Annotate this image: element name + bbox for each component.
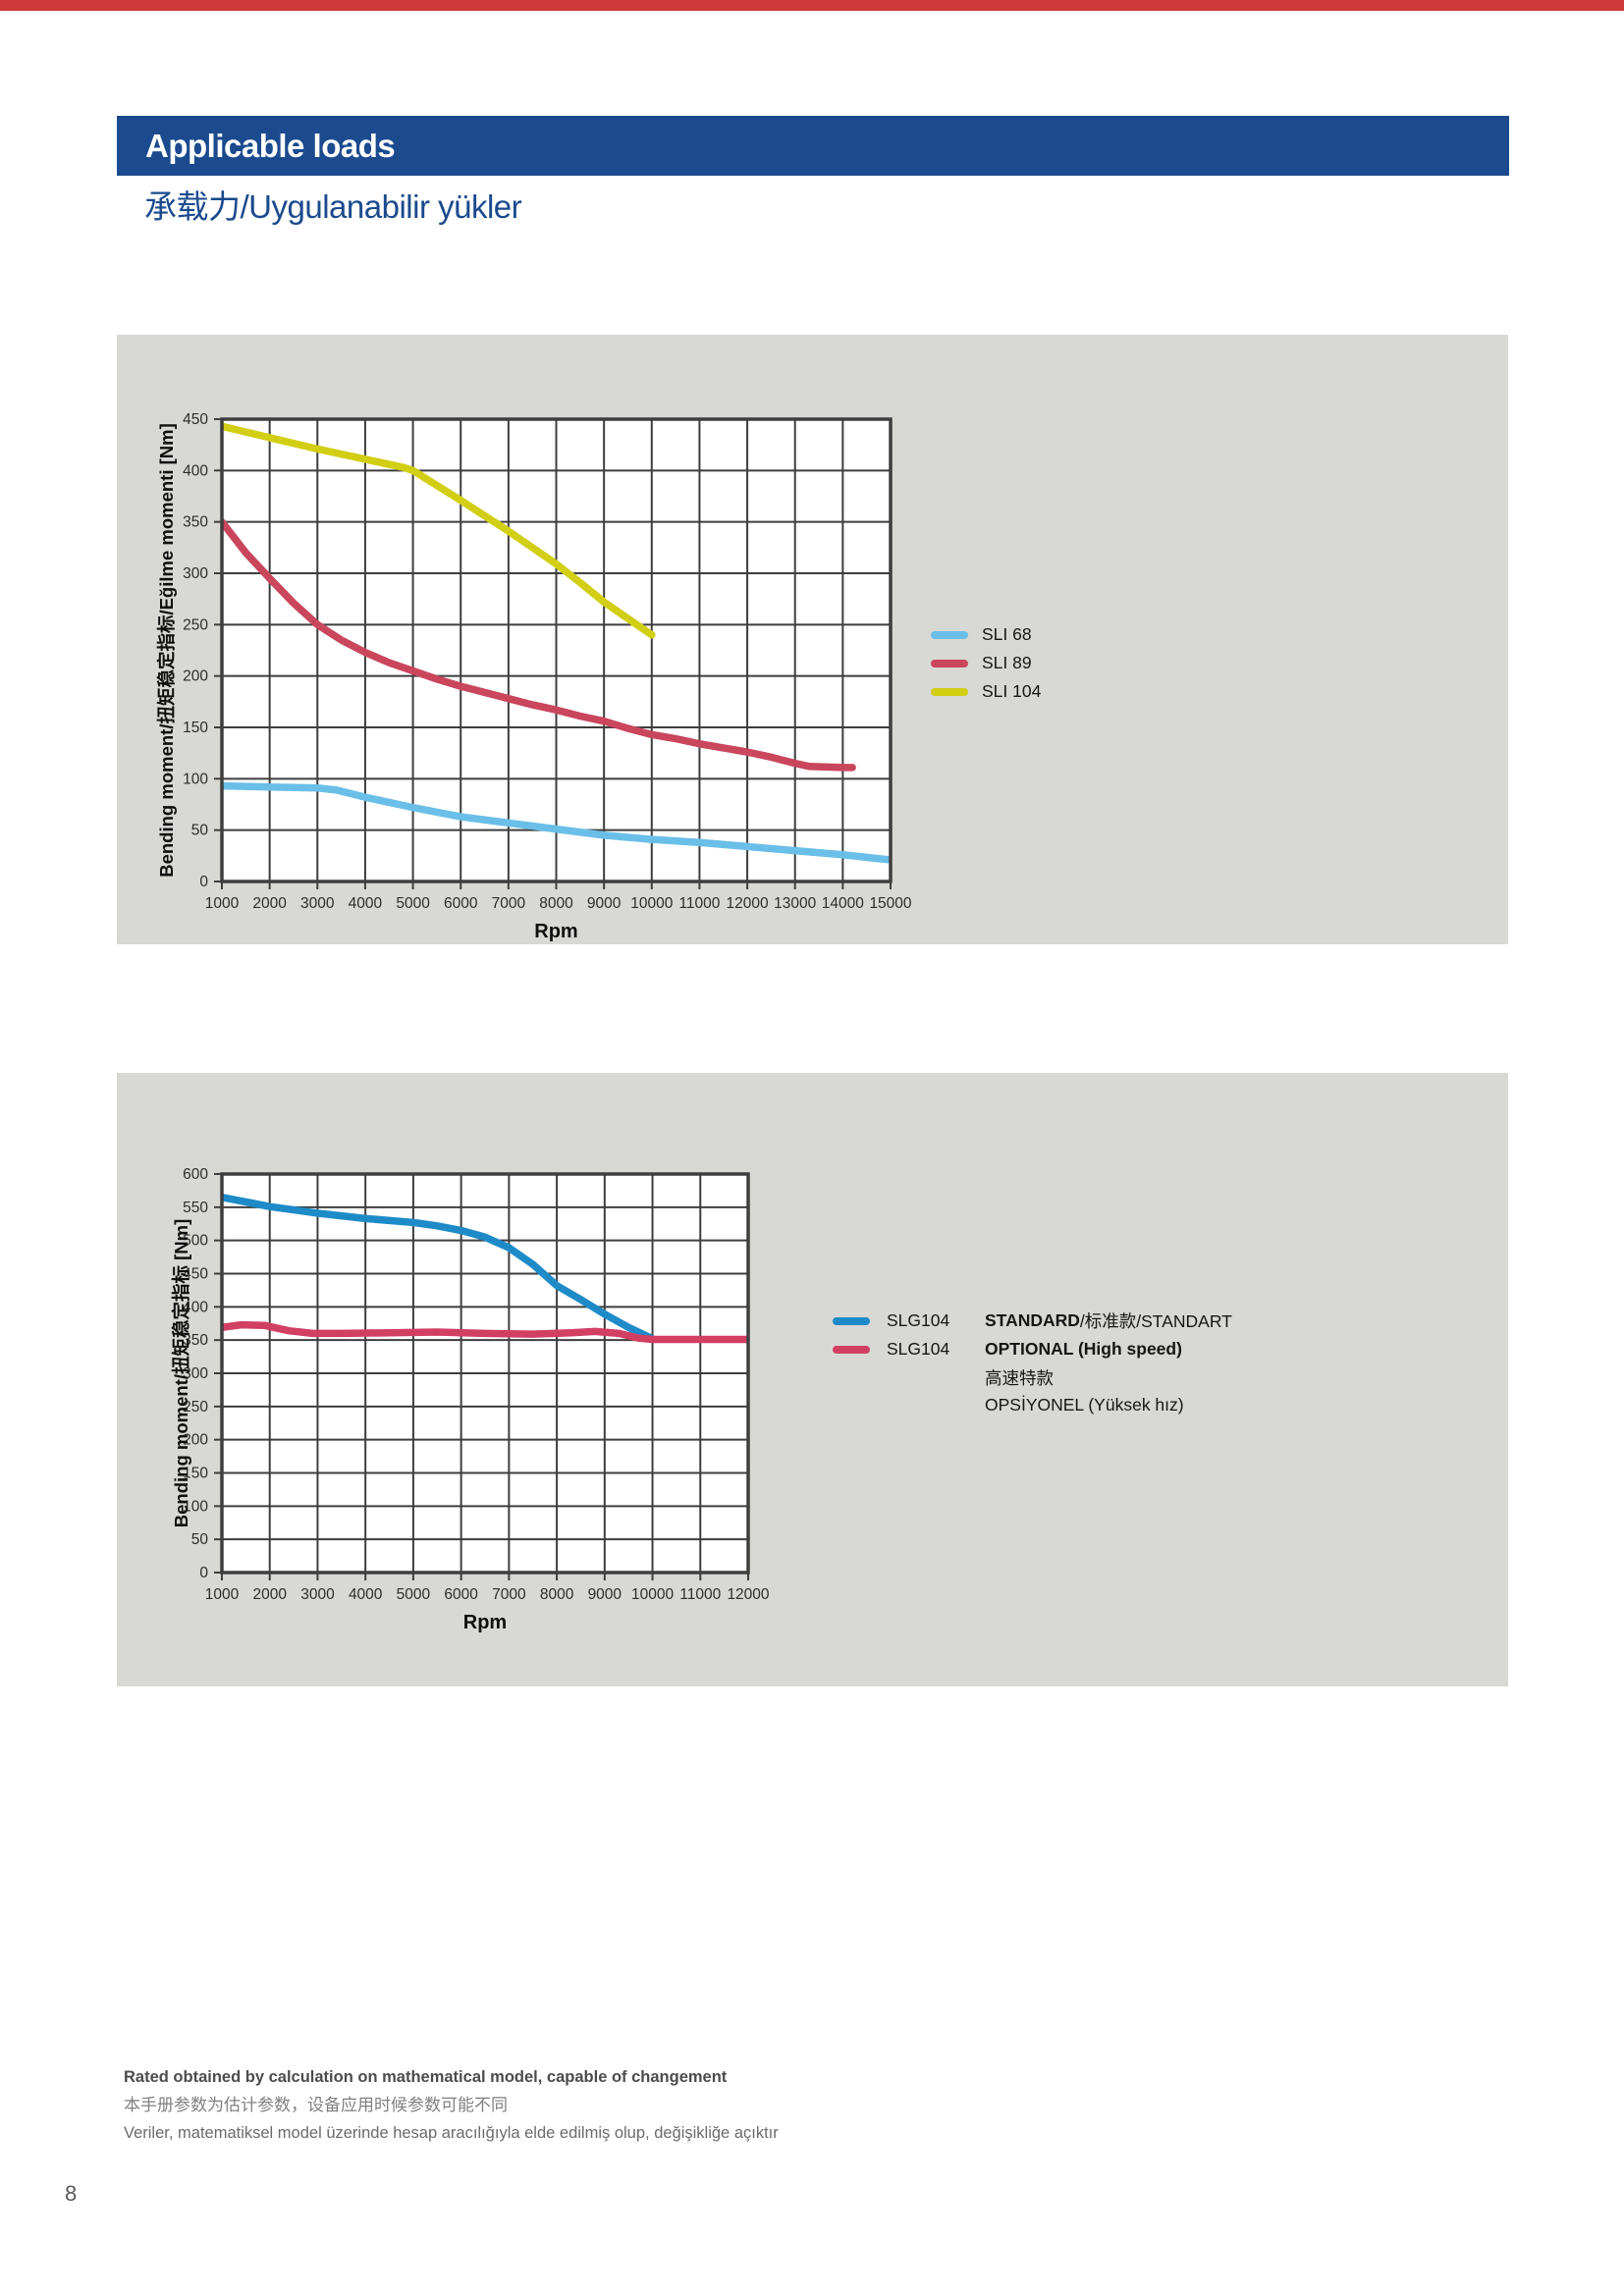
footer-notes: Rated obtained by calculation on mathema… [124, 2063, 779, 2148]
svg-text:10000: 10000 [630, 895, 673, 912]
top-accent-bar [0, 0, 1624, 11]
svg-text:0: 0 [199, 874, 208, 890]
svg-text:300: 300 [183, 1365, 208, 1382]
svg-text:9000: 9000 [588, 1586, 623, 1603]
svg-text:9000: 9000 [587, 895, 622, 912]
svg-text:1000: 1000 [205, 895, 240, 912]
svg-text:8000: 8000 [539, 895, 573, 912]
legend-item-slg-standard [833, 1307, 887, 1335]
legend-label: SLI 104 [982, 681, 1042, 701]
legend-variant-bold: OPTIONAL (High speed) [985, 1339, 1182, 1359]
svg-text:13000: 13000 [774, 895, 816, 912]
slg-optional-line-swatch [833, 1345, 870, 1354]
footer-note-turkish: Veriler, matematiksel model üzerinde hes… [124, 2124, 779, 2142]
page-header-bar: Applicable loads [117, 116, 1509, 176]
slg-standard-line-swatch [833, 1316, 870, 1325]
svg-text:550: 550 [183, 1200, 208, 1216]
svg-text:Bending moment/扭矩稳定指标 [Nm]: Bending moment/扭矩稳定指标 [Nm] [171, 1219, 191, 1528]
legend-item-sli89: SLI 89 [931, 649, 1041, 677]
page-title: Applicable loads [145, 127, 396, 164]
svg-text:0: 0 [199, 1565, 208, 1581]
legend-item-sli104: SLI 104 [931, 677, 1041, 706]
page-subtitle: 承载力/Uygulanabilir yükler [144, 188, 522, 225]
svg-text:50: 50 [191, 1531, 209, 1548]
svg-text:5000: 5000 [397, 1586, 431, 1603]
svg-text:6000: 6000 [444, 1586, 478, 1603]
legend-variant-optional: OPTIONAL (High speed) [985, 1335, 1232, 1363]
sli89-line-swatch [931, 659, 968, 667]
svg-text:150: 150 [183, 1466, 208, 1482]
footer-note-chinese: 本手册参数为估计参数，设备应用时候参数可能不同 [124, 2096, 508, 2114]
legend-label: SLI 89 [982, 653, 1032, 672]
sli-chart-panel: 1000 2000 3000 4000 5000 6000 7000 8000 9000 1000… [117, 335, 1508, 944]
svg-text:3000: 3000 [300, 1586, 335, 1603]
svg-text:600: 600 [183, 1166, 208, 1183]
slg-chart-legend: SLG104 STANDARD/标准款/STANDART SLG104 OPTI… [833, 1307, 1232, 1418]
svg-text:350: 350 [183, 1332, 208, 1349]
svg-text:1000: 1000 [205, 1586, 240, 1603]
svg-text:4000: 4000 [349, 895, 383, 912]
footer-note-english: Rated obtained by calculation on mathema… [124, 2068, 728, 2086]
svg-text:8000: 8000 [540, 1586, 574, 1603]
svg-text:350: 350 [183, 514, 208, 531]
legend-model: SLG104 [887, 1310, 950, 1330]
svg-text:10000: 10000 [631, 1586, 674, 1603]
svg-text:2000: 2000 [252, 1586, 287, 1603]
svg-text:450: 450 [183, 411, 208, 428]
svg-text:400: 400 [183, 462, 208, 479]
svg-text:Rpm: Rpm [463, 1612, 507, 1633]
svg-text:3000: 3000 [300, 895, 335, 912]
svg-text:200: 200 [183, 1432, 208, 1449]
svg-text:4000: 4000 [349, 1586, 383, 1603]
svg-text:50: 50 [191, 823, 209, 839]
legend-variant-optional-cjk: 高速特款 [985, 1367, 1054, 1388]
slg-bending-moment-chart: 1000 2000 3000 4000 5000 6000 7000 8000 9000 1000… [171, 1166, 770, 1633]
svg-text:250: 250 [183, 616, 208, 633]
legend-item-slg-optional [833, 1335, 887, 1363]
svg-text:11000: 11000 [679, 1586, 721, 1603]
svg-text:400: 400 [183, 1299, 208, 1315]
legend-variant-optional-turkish: OPSİYONEL (Yüksek hız) [985, 1394, 1184, 1415]
svg-text:Bending moment/扭矩稳定指标/Eğilme m: Bending moment/扭矩稳定指标/Eğilme momenti [Nm… [156, 423, 177, 878]
sli68-line-swatch [931, 630, 968, 639]
svg-text:12000: 12000 [727, 1586, 769, 1603]
sli104-line-swatch [931, 687, 968, 696]
svg-text:100: 100 [183, 1498, 208, 1515]
legend-variant-standard: STANDARD/标准款/STANDART [985, 1307, 1232, 1335]
svg-text:14000: 14000 [822, 895, 864, 912]
svg-text:2000: 2000 [252, 895, 287, 912]
svg-text:6000: 6000 [444, 895, 478, 912]
svg-text:Rpm: Rpm [534, 921, 577, 942]
slg-chart-panel: 1000 2000 3000 4000 5000 6000 7000 8000 9000 1000… [117, 1073, 1508, 1686]
svg-text:250: 250 [183, 1399, 208, 1415]
svg-text:500: 500 [183, 1233, 208, 1250]
svg-text:300: 300 [183, 565, 208, 582]
legend-model: SLG104 [887, 1339, 950, 1359]
svg-text:200: 200 [183, 668, 208, 685]
svg-text:150: 150 [183, 720, 208, 736]
svg-text:11000: 11000 [678, 895, 720, 912]
legend-item-sli68: SLI 68 [931, 620, 1041, 649]
legend-variant-rest: /标准款/STANDART [1079, 1311, 1232, 1331]
legend-variant-bold: STANDARD [985, 1310, 1080, 1330]
svg-text:100: 100 [183, 771, 208, 787]
svg-text:7000: 7000 [492, 895, 526, 912]
svg-text:5000: 5000 [396, 895, 430, 912]
page-number: 8 [65, 2181, 78, 2206]
svg-text:7000: 7000 [492, 1586, 526, 1603]
sli-chart-legend: SLI 68 SLI 89 SLI 104 [931, 620, 1041, 706]
legend-label: SLI 68 [982, 624, 1032, 644]
svg-text:15000: 15000 [869, 895, 911, 912]
svg-text:450: 450 [183, 1266, 208, 1283]
svg-text:12000: 12000 [727, 895, 769, 912]
sli-bending-moment-chart: 1000 2000 3000 4000 5000 6000 7000 8000 9000 1000… [156, 411, 912, 942]
